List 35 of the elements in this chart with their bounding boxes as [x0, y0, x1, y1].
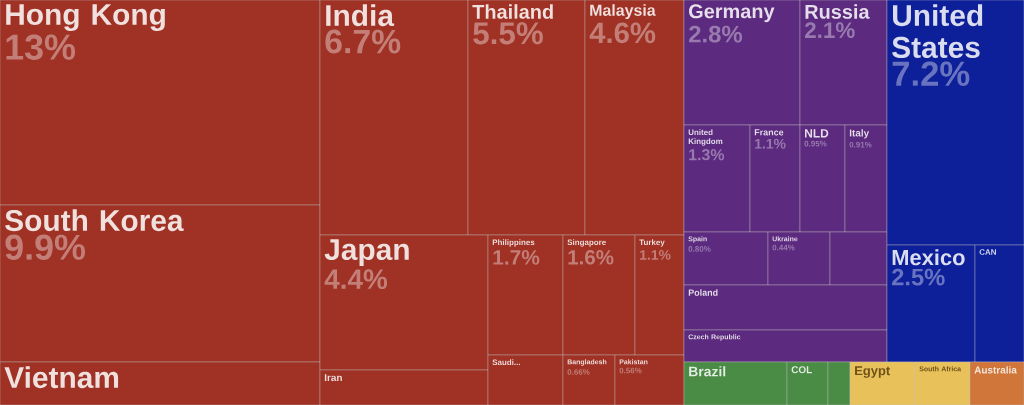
category-label: Vietnam: [4, 366, 119, 389]
category-label: Thailand: [472, 4, 553, 19]
data-label: 1.3%: [689, 149, 725, 161]
data-label: 1.1%: [755, 138, 786, 149]
data-label: 2.1%: [804, 22, 855, 39]
category-label: Iran: [324, 374, 342, 382]
category-label: Mexico: [892, 249, 965, 266]
data-label: 9.9%: [5, 234, 85, 260]
category-label: France: [754, 129, 784, 136]
data-label: 5.5%: [473, 22, 543, 45]
data-label: 7.2%: [892, 61, 970, 86]
data-label: 2.8%: [689, 25, 743, 43]
category-label: Italy: [849, 129, 870, 139]
category-label: Egypt: [855, 366, 891, 378]
data-label: 1.6%: [568, 250, 614, 265]
category-label: Russia: [805, 4, 870, 19]
category-label: Brazil: [689, 366, 726, 377]
category-label: India: [326, 4, 395, 27]
category-label: Germany: [689, 4, 775, 23]
data-label: 6.7%: [325, 29, 401, 54]
category-label: NLD: [805, 129, 829, 138]
category-label: South Korea: [5, 209, 184, 232]
data-label: 2.5%: [892, 268, 945, 286]
category-label: United States: [892, 4, 983, 59]
data-label: 1.7%: [493, 250, 540, 265]
category-label: Malaysia: [590, 4, 656, 20]
data-label: 1.1%: [640, 250, 671, 260]
category-label: Australia: [974, 366, 1017, 374]
data-label: 4.6%: [589, 22, 656, 44]
category-label: Hong Kong: [6, 4, 165, 32]
category-label: Japan: [324, 239, 409, 266]
data-label: 13%: [6, 34, 76, 60]
category-label: Poland: [688, 289, 718, 296]
category-label: COL: [791, 366, 812, 374]
data-label: 4.4%: [324, 269, 388, 289]
